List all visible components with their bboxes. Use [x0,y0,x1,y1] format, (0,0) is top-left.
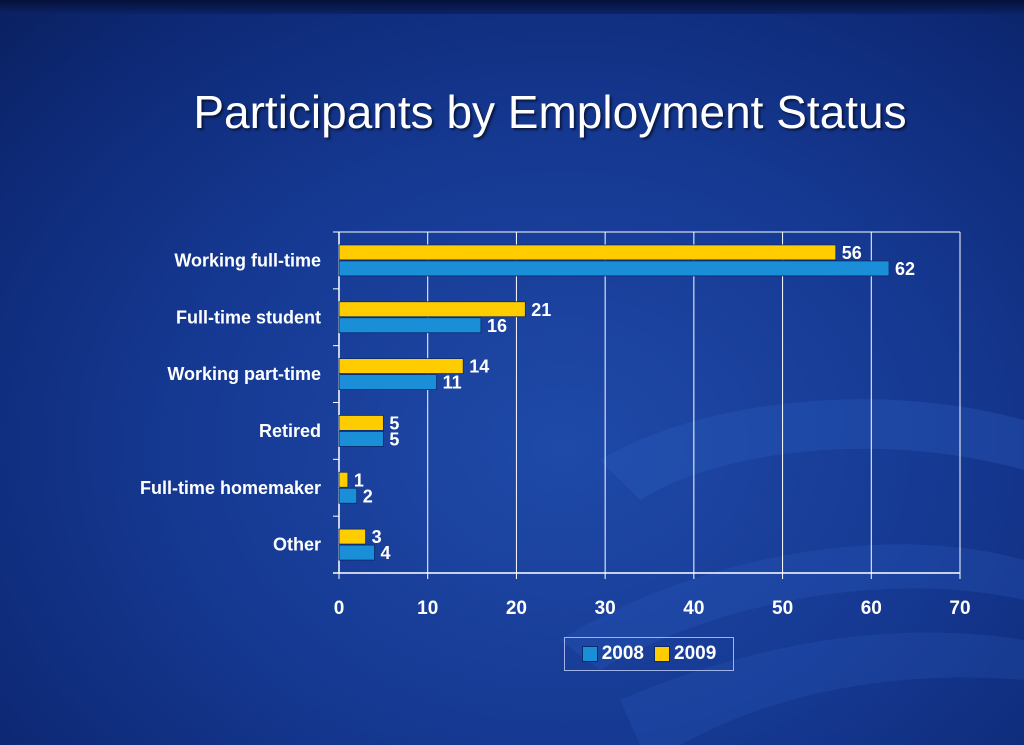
bar-2009 [338,358,464,374]
x-tick-label: 10 [417,598,438,619]
bar-2008 [338,544,375,561]
bar-2008 [338,374,437,390]
legend-swatch-2008 [581,646,598,662]
category-label: Full-time homemaker [140,478,321,498]
legend-item-2008: 2008 [581,643,644,665]
bar-2009 [338,415,384,431]
x-tick-label: 70 [949,598,970,619]
data-label-2008: 62 [895,259,915,279]
data-label-2008: 5 [389,429,399,449]
legend-item-2009: 2009 [654,643,716,665]
data-label-2008: 4 [380,543,390,563]
legend-label-2009: 2009 [674,643,717,664]
x-tick-label: 40 [683,598,704,619]
category-label: Working part-time [167,364,321,384]
category-label: Other [273,535,321,555]
x-tick-label: 20 [506,598,527,619]
data-label-2008: 2 [363,486,373,506]
data-label-2009: 5 [389,413,399,433]
bar-2008 [338,487,358,504]
chart-legend: 2008 2009 [564,637,734,671]
category-label: Working full-time [174,250,321,270]
bar-2009 [338,301,526,318]
category-label: Full-time student [176,307,321,327]
top-bar [0,0,1024,14]
legend-label-2008: 2008 [601,643,644,664]
data-label-2008: 11 [443,373,462,393]
category-label: Retired [259,421,321,441]
slide-title: Participants by Employment Status [193,86,907,138]
data-label-2009: 3 [372,527,382,547]
bar-2009 [338,471,349,488]
bar-2008 [338,317,482,334]
x-tick-label: 0 [334,598,345,619]
bar-2008 [338,431,384,447]
x-tick-label: 60 [861,598,882,619]
data-label-2009: 14 [469,357,489,377]
data-label-2008: 16 [487,316,507,336]
x-tick-label: 30 [595,598,616,619]
bar-2009 [338,528,367,545]
data-label-2009: 56 [842,243,862,263]
bar-2008 [338,260,890,277]
data-label-2009: 1 [354,470,364,490]
bar-2009 [338,244,837,261]
legend-swatch-2009 [654,646,670,662]
x-tick-label: 50 [772,598,793,619]
data-label-2009: 21 [531,300,551,320]
